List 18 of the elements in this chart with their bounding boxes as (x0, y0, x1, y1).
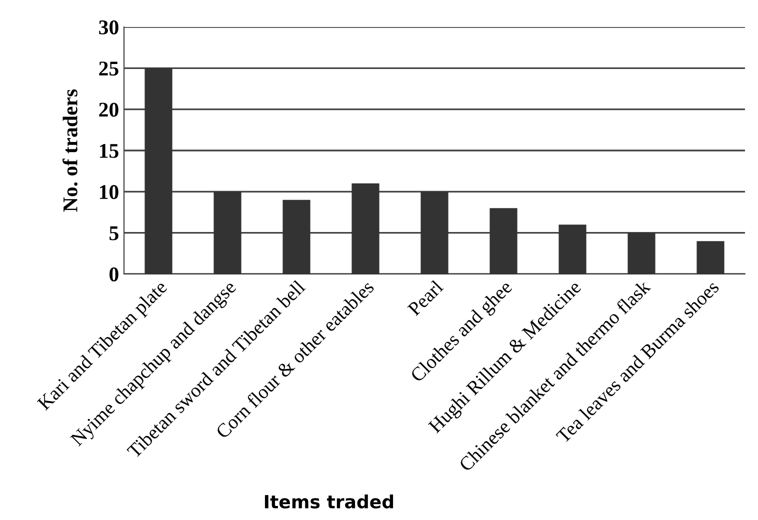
bar (696, 241, 724, 274)
bar (628, 232, 656, 274)
y-tick-label: 25 (99, 62, 118, 76)
y-tick-label: 30 (99, 20, 118, 34)
bar (490, 208, 518, 274)
y-tick-label: 15 (100, 144, 118, 158)
y-axis-title: No. of traders (62, 89, 78, 212)
y-tick-label: 5 (110, 226, 118, 240)
bar (214, 192, 242, 274)
bar (352, 183, 380, 274)
y-tick-label: 10 (100, 185, 118, 200)
x-axis-title: Items traded (264, 494, 394, 508)
bar (558, 224, 586, 274)
bar (420, 192, 448, 274)
y-tick-label: 20 (99, 102, 118, 117)
y-tick-label: 0 (110, 267, 118, 282)
bar (282, 200, 310, 274)
bar (144, 68, 172, 274)
